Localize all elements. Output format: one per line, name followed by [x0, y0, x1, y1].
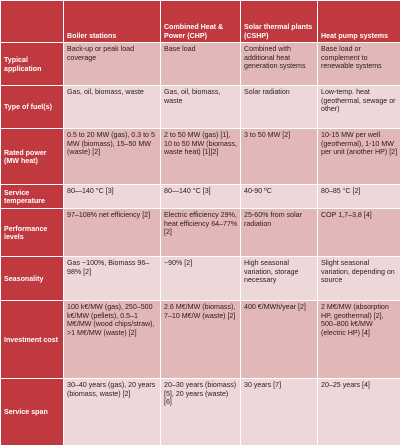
- table-row-performance-levels: Performance levels 97–108% net efficienc…: [1, 209, 400, 257]
- table-cell: 80—140 °C [3]: [64, 185, 161, 209]
- header-chp: Combined Heat & Power (CHP): [161, 1, 241, 43]
- table-cell: Gas, oil, biomass, waste: [64, 86, 161, 129]
- row-label-fuel-type: Type of fuel(s): [1, 86, 64, 129]
- table-row-investment-cost: Investment cost 100 k€/MW (gas), 250–500…: [1, 301, 400, 379]
- table-row-service-span: Service span 30–40 years (gas), 20 years…: [1, 379, 400, 446]
- table-cell: Combined with additional heat generation…: [241, 43, 318, 86]
- table-cell: 0.5 to 20 MW (gas), 0.3 to 5 MW (biomass…: [64, 129, 161, 185]
- table-cell: 10-15 MW per well (geothermal), 1-10 MW …: [318, 129, 400, 185]
- table-cell: Base load: [161, 43, 241, 86]
- table-cell: 2.6 M€/MW (biomass), 7–10 M€/W (waste) […: [161, 301, 241, 379]
- table-cell: ~90% [2]: [161, 257, 241, 301]
- header-boiler-stations: Boiler stations: [64, 1, 161, 43]
- table-row-seasonality: Seasonality Gas ~100%, Biomass 96–98% [2…: [1, 257, 400, 301]
- table-cell: 97–108% net efficiency [2]: [64, 209, 161, 257]
- table-cell: Slight seasonal variation, depending on …: [318, 257, 400, 301]
- table-cell: 80–85 °C [2]: [318, 185, 400, 209]
- table-cell: 30 years [7]: [241, 379, 318, 446]
- table-cell: Electric efficiency 29%, heat efficiency…: [161, 209, 241, 257]
- header-row: Boiler stations Combined Heat & Power (C…: [1, 1, 400, 43]
- table-cell: Low-temp. heat (geothermal, sewage or ot…: [318, 86, 400, 129]
- row-label-rated-power: Rated power (MW heat): [1, 129, 64, 185]
- table-cell: 20–25 years [4]: [318, 379, 400, 446]
- header-solar-thermal: Solar thermal plants (CSHP): [241, 1, 318, 43]
- table-row-typical-application: Typical application Back-up or peak load…: [1, 43, 400, 86]
- row-label-typical-application: Typical application: [1, 43, 64, 86]
- table-cell: COP 1,7–3,8 [4]: [318, 209, 400, 257]
- table-row-service-temperature: Service temperature 80—140 °C [3] 80—140…: [1, 185, 400, 209]
- table-cell: 40-90 ºC: [241, 185, 318, 209]
- row-label-investment-cost: Investment cost: [1, 301, 64, 379]
- row-label-service-span: Service span: [1, 379, 64, 446]
- table-cell: 100 k€/MW (gas), 250–500 k€/MW (pellets)…: [64, 301, 161, 379]
- table-cell: Base load or complement to renewable sys…: [318, 43, 400, 86]
- table-cell: 80—140 °C [3]: [161, 185, 241, 209]
- table-cell: Back-up or peak load coverage: [64, 43, 161, 86]
- table-cell: 30–40 years (gas), 20 years (biomass, wa…: [64, 379, 161, 446]
- table-cell: High seasonal variation, storage necessa…: [241, 257, 318, 301]
- table-cell: 2 M€/MW (absorption HP, geothermal) [2],…: [318, 301, 400, 379]
- table-cell: Gas ~100%, Biomass 96–98% [2]: [64, 257, 161, 301]
- table-cell: 3 to 50 MW [2]: [241, 129, 318, 185]
- table-cell: Gas, oil, biomass, waste: [161, 86, 241, 129]
- table-cell: Solar radiation: [241, 86, 318, 129]
- row-label-seasonality: Seasonality: [1, 257, 64, 301]
- table-cell: 2 to 50 MW (gas) [1], 10 to 50 MW (bioma…: [161, 129, 241, 185]
- table-cell: 400 €/MWh/year [2]: [241, 301, 318, 379]
- header-corner: [1, 1, 64, 43]
- header-heat-pump: Heat pump systems: [318, 1, 400, 43]
- row-label-performance-levels: Performance levels: [1, 209, 64, 257]
- table-row-rated-power: Rated power (MW heat) 0.5 to 20 MW (gas)…: [1, 129, 400, 185]
- row-label-service-temperature: Service temperature: [1, 185, 64, 209]
- table-row-fuel-type: Type of fuel(s) Gas, oil, biomass, waste…: [1, 86, 400, 129]
- table-cell: 25-60% from solar radiation: [241, 209, 318, 257]
- table-cell: 20–30 years (biomass) [5], 20 years (was…: [161, 379, 241, 446]
